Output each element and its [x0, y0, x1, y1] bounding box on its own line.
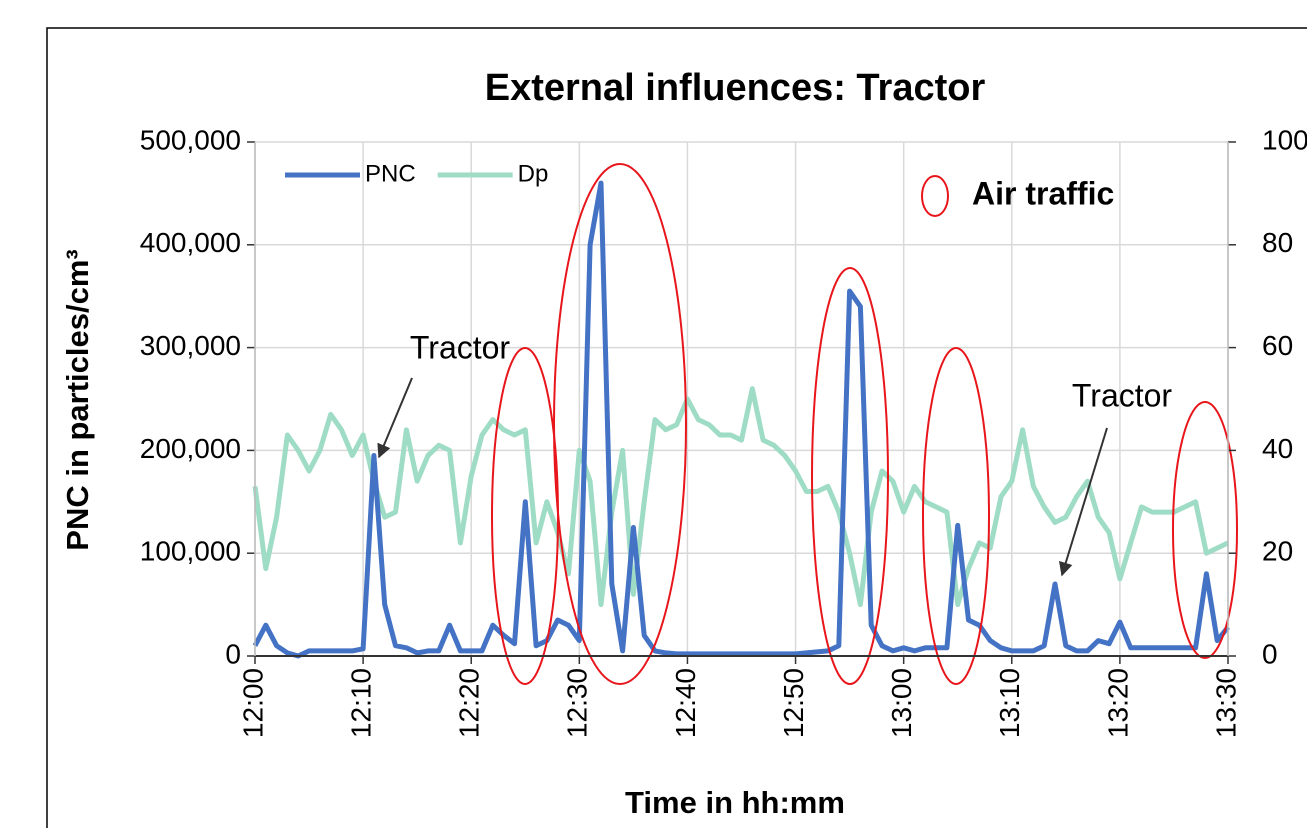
- ellipse: [922, 347, 990, 685]
- y-tick-label: 500,000: [140, 124, 241, 155]
- y-tick-label: 200,000: [140, 433, 241, 464]
- x-tick-label: 13:10: [994, 668, 1025, 738]
- air-traffic-ellipses: [491, 163, 1238, 685]
- x-axis-title: Time in hh:mm: [625, 785, 845, 820]
- y-tick-label: 100,000: [140, 536, 241, 567]
- annotation: Tractor: [1072, 377, 1173, 413]
- ellipse: [553, 163, 687, 685]
- ellipse: [811, 267, 889, 685]
- x-tick-label: 12:20: [454, 668, 485, 738]
- series-lines: [252, 180, 1230, 659]
- arrow: [377, 377, 413, 459]
- legend-label: Dp: [518, 160, 549, 187]
- arrow: [1058, 427, 1108, 577]
- series-line: [252, 386, 1230, 608]
- x-tick-label: 12:30: [562, 668, 593, 738]
- y2-tick-label: 80: [1262, 227, 1293, 258]
- annotation: Tractor: [410, 329, 511, 365]
- y-tick-label: 0: [225, 638, 241, 669]
- y2-tick-label: 40: [1262, 433, 1293, 464]
- chart-frame: [46, 27, 1307, 828]
- y-tick-label: 400,000: [140, 227, 241, 258]
- x-tick-label: 13:30: [1210, 668, 1241, 738]
- legend-label: PNC: [365, 160, 416, 187]
- x-tick-label: 12:40: [670, 668, 701, 738]
- y-tick-label: 300,000: [140, 330, 241, 361]
- series-line: [252, 180, 1230, 659]
- x-tick-label: 12:10: [346, 668, 377, 738]
- chart-title: External influences: Tractor: [485, 67, 986, 109]
- x-tick-label: 13:00: [886, 668, 917, 738]
- y2-tick-label: 100: [1262, 124, 1307, 155]
- x-tick-label: 12:00: [237, 668, 268, 738]
- x-tick-label: 12:50: [778, 668, 809, 738]
- ellipse: [1172, 401, 1238, 659]
- annotation: Air traffic: [972, 175, 1114, 211]
- y2-tick-label: 60: [1262, 330, 1293, 361]
- y-axis-title: PNC in particles/cm³: [60, 249, 95, 550]
- x-tick-label: 13:20: [1102, 668, 1133, 738]
- y2-tick-label: 0: [1262, 638, 1278, 669]
- y2-tick-label: 20: [1262, 536, 1293, 567]
- legend-ellipse: [921, 175, 949, 217]
